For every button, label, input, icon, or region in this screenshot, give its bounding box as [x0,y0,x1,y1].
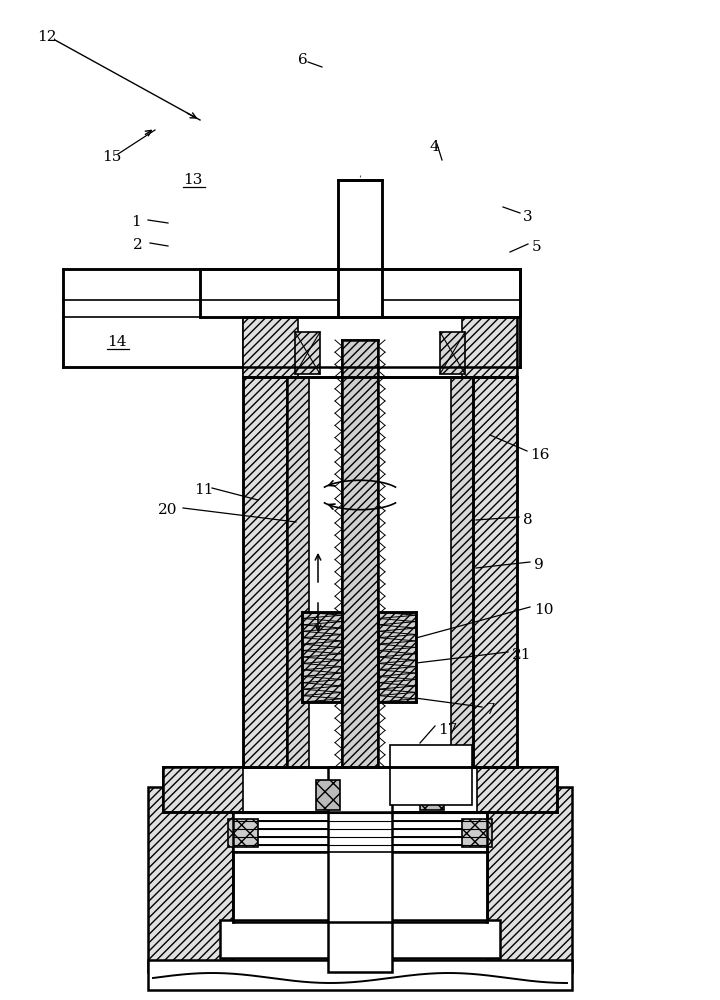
Bar [302,612,342,702]
Text: 17: 17 [438,723,457,737]
Bar [338,180,382,317]
Bar [163,767,243,812]
Text: 15: 15 [102,150,122,164]
Bar [200,269,520,317]
Bar [233,852,487,922]
Bar [148,787,233,972]
Bar [473,377,517,767]
Text: 6: 6 [298,53,307,67]
Bar [390,745,472,805]
Text: 13: 13 [183,173,202,187]
Text: 8: 8 [523,513,533,527]
Bar [316,780,340,810]
Text: 21: 21 [512,648,531,662]
Bar [440,332,465,374]
Text: 7: 7 [486,703,495,717]
Bar [148,960,572,990]
Text: 12: 12 [37,30,56,44]
Bar [243,317,298,377]
Bar [287,377,473,767]
Text: 5: 5 [532,240,541,254]
Text: 3: 3 [523,210,533,224]
Bar [462,819,492,847]
Bar [228,819,258,847]
Text: 16: 16 [530,448,549,462]
Bar [287,377,309,767]
Bar [378,612,416,702]
Bar [233,812,487,852]
Bar [342,340,378,767]
Bar [243,377,287,767]
Text: 1: 1 [131,215,140,229]
Text: 4: 4 [430,140,440,154]
Text: 20: 20 [158,503,178,517]
Bar [63,269,520,367]
Bar [328,767,392,972]
Bar [220,920,500,958]
Text: 2: 2 [133,238,143,252]
Bar [462,317,517,377]
Bar [243,317,517,377]
Bar [487,787,572,972]
Bar [295,332,320,374]
Text: 9: 9 [534,558,544,572]
Text: 14: 14 [107,335,127,349]
Bar [477,767,557,812]
Bar [420,780,444,810]
Text: 10: 10 [534,603,554,617]
Bar [163,767,557,812]
Bar [451,377,473,767]
Text: 11: 11 [194,483,214,497]
